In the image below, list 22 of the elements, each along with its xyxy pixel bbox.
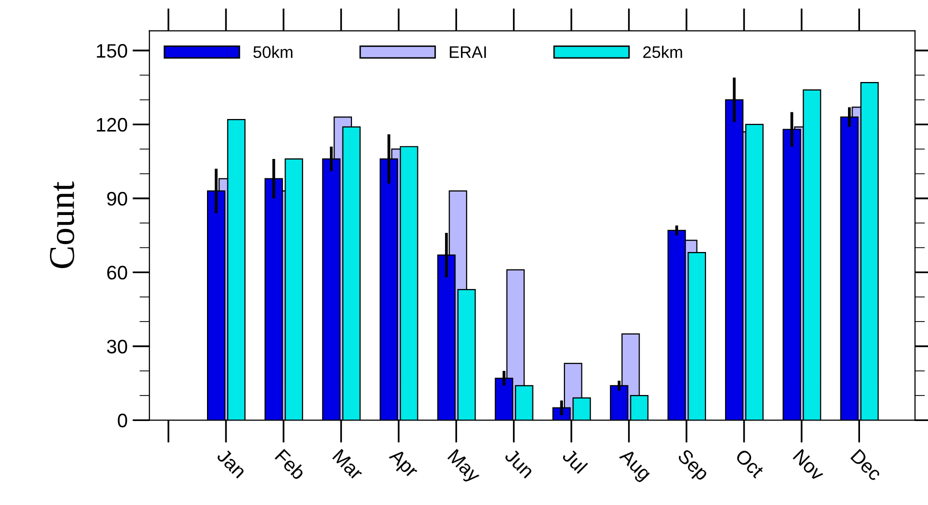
x-tick-label: Jan xyxy=(216,448,247,479)
legend-label: ERAI xyxy=(450,46,486,58)
x-tick-label: Mar xyxy=(332,448,364,481)
x-tick-label: Aug xyxy=(616,448,652,484)
x-tick-label: May xyxy=(444,448,482,486)
x-tick-label: Jun xyxy=(504,448,535,479)
x-tick-label: Oct xyxy=(734,448,765,479)
x-tick-label: Apr xyxy=(386,448,420,482)
y-tick-label: 0 xyxy=(118,414,128,428)
y-axis-title: Count xyxy=(50,182,74,268)
y-tick-label: 30 xyxy=(106,340,128,354)
x-tick-label: Dec xyxy=(850,448,883,482)
y-tick-label: 150 xyxy=(96,44,128,58)
y-tick-label: 90 xyxy=(107,192,128,206)
y-tick-label: 120 xyxy=(96,118,128,132)
legend-label: 25km xyxy=(643,46,682,58)
x-tick-label: Sep xyxy=(674,448,710,484)
x-tick-label: Jul xyxy=(561,447,588,474)
x-tick-label: Feb xyxy=(274,448,307,480)
x-tick-label: Nov xyxy=(792,448,826,482)
legend-label: 50km xyxy=(253,46,292,58)
y-tick-label: 60 xyxy=(107,266,128,280)
